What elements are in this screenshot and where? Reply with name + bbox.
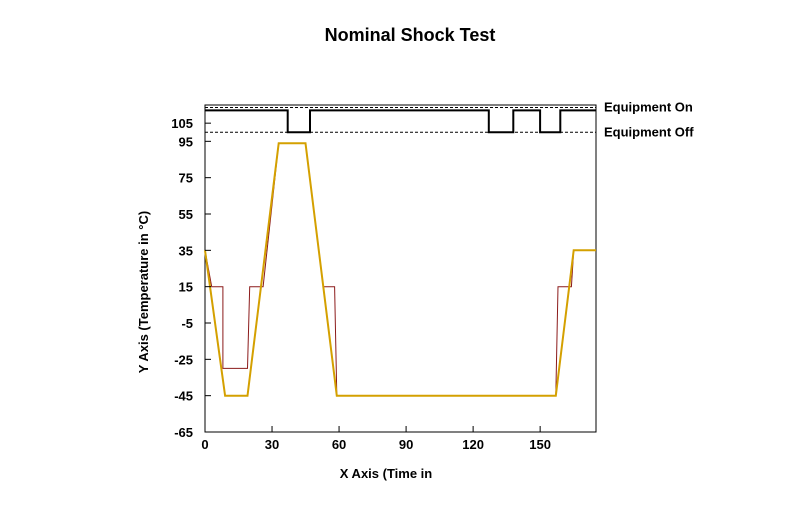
series-line-3 [205, 109, 596, 134]
series-layer [204, 109, 596, 397]
x-tick-label: 60 [332, 437, 346, 452]
y-tick-label: 105 [171, 116, 193, 131]
y-tick-label: 75 [179, 171, 193, 186]
plot-frame [204, 104, 597, 433]
y-tick-label: -25 [174, 352, 193, 367]
x-tick-label: 120 [462, 437, 484, 452]
x-tick-label: 90 [399, 437, 413, 452]
equipment-on-label: Equipment On [604, 99, 693, 114]
equipment-off-label: Equipment Off [604, 124, 694, 139]
y-tick-label: 35 [179, 243, 193, 258]
y-tick-label: 15 [179, 280, 193, 295]
x-axis-label: X Axis (Time in [340, 466, 433, 481]
x-tick-label: 0 [201, 437, 208, 452]
y-axis-label: Y Axis (Temperature in °C) [136, 211, 151, 373]
chart-title: Nominal Shock Test [325, 25, 496, 45]
y-tick-label: 55 [179, 207, 193, 222]
x-tick-label: 30 [265, 437, 279, 452]
x-tick-label: 150 [529, 437, 551, 452]
y-tick-label: -5 [181, 316, 193, 331]
y-tick-label: -65 [174, 425, 193, 440]
y-tick-label: 95 [179, 134, 193, 149]
series-line-1 [204, 142, 596, 397]
y-tick-label: -45 [174, 389, 193, 404]
ticks-layer: 0 30 60 90 120 150 105 95 75 55 35 15 -5 -25 -45 -65 [171, 116, 551, 452]
